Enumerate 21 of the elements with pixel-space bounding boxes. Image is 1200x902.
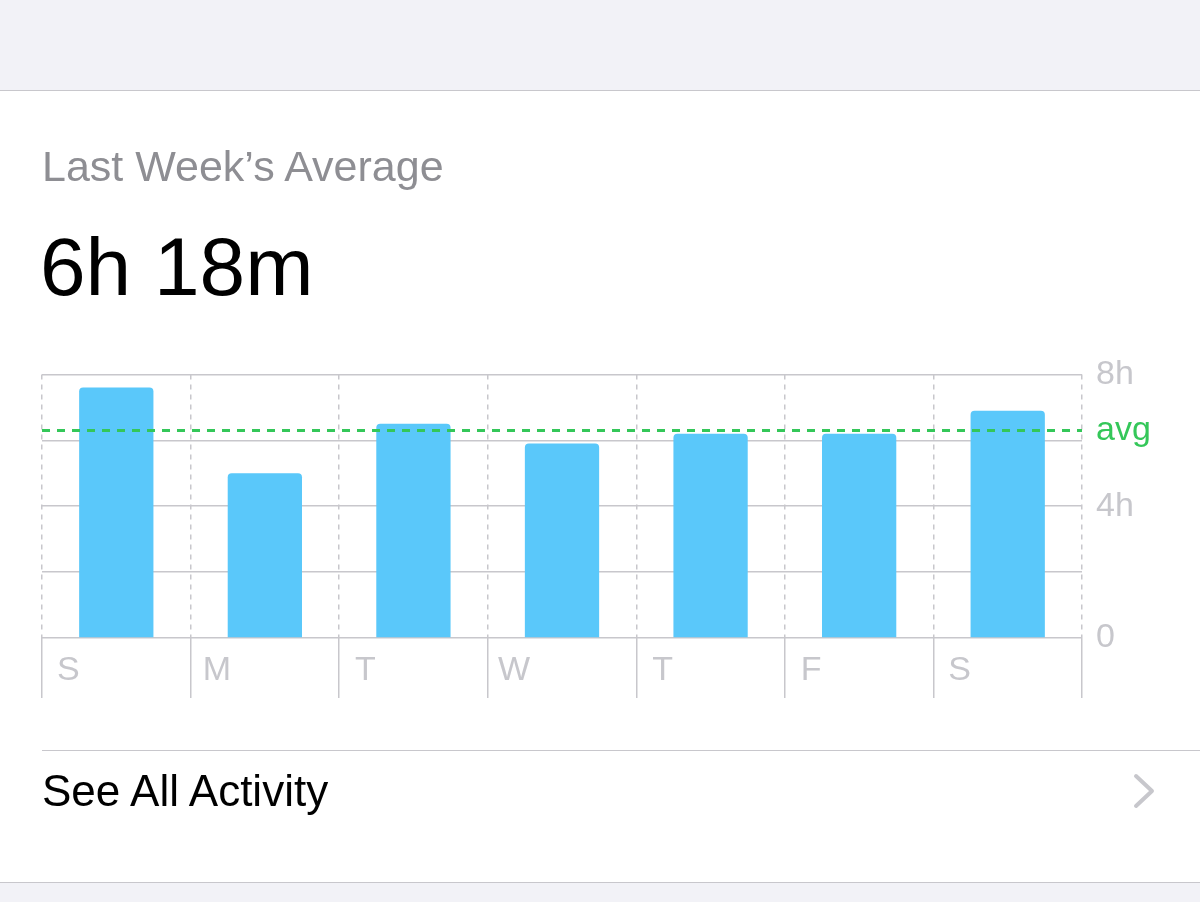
bar (673, 433, 748, 638)
x-tick-label: M (202, 648, 232, 687)
x-tick-label: F (800, 648, 822, 687)
bar (227, 473, 302, 638)
chart-title: Last Week’s Average (42, 142, 444, 191)
bar (376, 423, 451, 638)
ref-line-label: avg (1096, 408, 1151, 447)
x-tick-label: S (56, 648, 80, 687)
y-tick-label: 8h (1096, 352, 1134, 391)
x-tick-label: T (355, 648, 376, 687)
x-tick-label: S (948, 648, 972, 687)
text: See All Activity (42, 765, 329, 817)
bar (822, 433, 897, 638)
bar (524, 443, 600, 638)
x-tick-label: W (497, 648, 531, 687)
y-tick-label: 4h (1096, 484, 1134, 523)
y-tick-label: 0 (1096, 616, 1115, 655)
chart-subtitle: 6h 18m (40, 220, 314, 314)
bar (79, 387, 154, 638)
bar (970, 410, 1045, 638)
x-tick-label: T (652, 648, 673, 687)
